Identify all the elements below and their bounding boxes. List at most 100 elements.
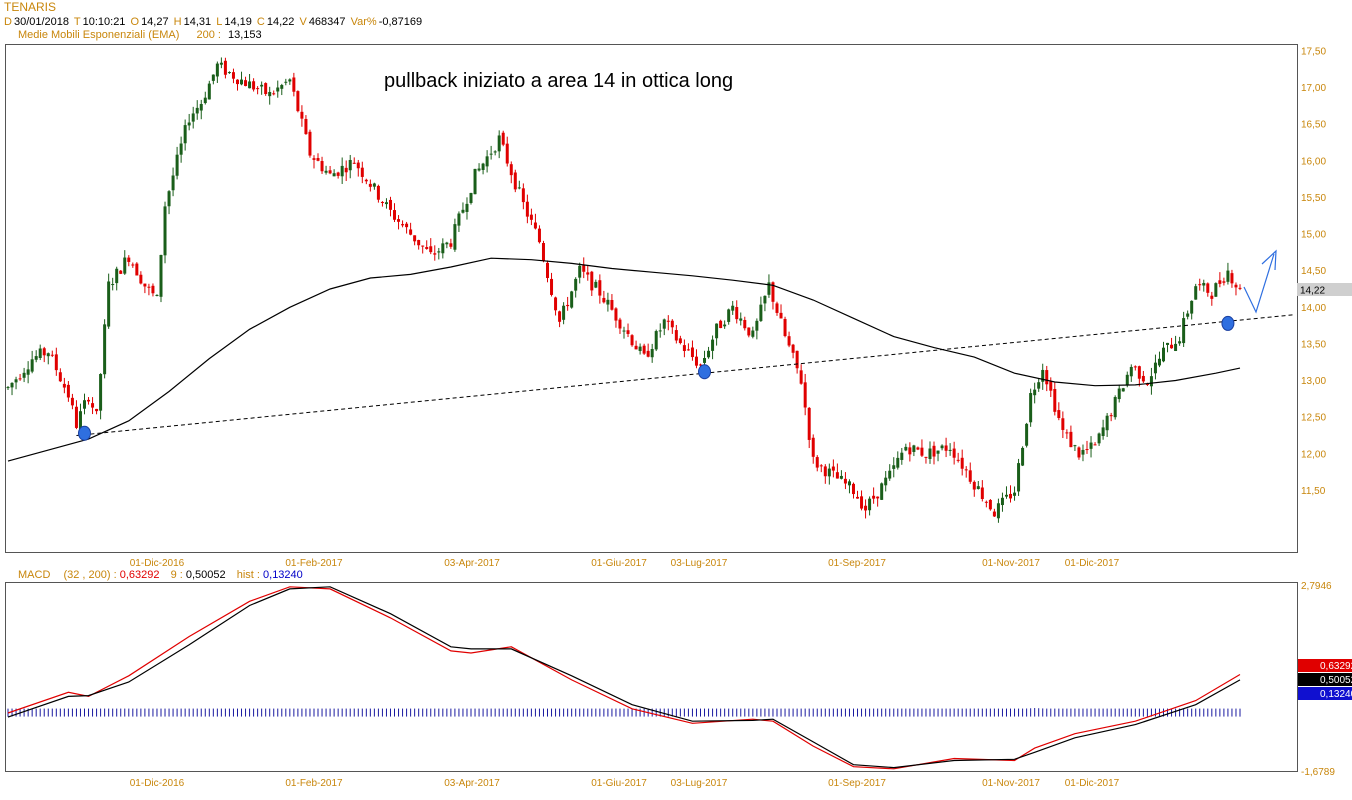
candle-body — [747, 327, 751, 336]
signal-period: 9 — [170, 569, 177, 581]
candle-body — [630, 335, 634, 346]
candle-body — [421, 245, 425, 247]
candle-body — [703, 358, 707, 363]
candle-body — [847, 481, 851, 486]
candle-body — [956, 459, 960, 461]
candle-body — [171, 175, 175, 191]
candle-body — [614, 308, 618, 321]
candle-body — [686, 349, 690, 351]
ema-sep: : — [217, 29, 221, 41]
candle-body — [155, 294, 159, 296]
candle-body — [393, 210, 397, 220]
candle-body — [352, 162, 356, 164]
candle-body — [948, 449, 952, 451]
candle-body — [207, 83, 211, 100]
candle-body — [1238, 287, 1242, 289]
candle-body — [159, 254, 163, 297]
candle-body — [1061, 418, 1065, 430]
candle-body — [541, 242, 545, 261]
candle-body — [964, 469, 968, 471]
candle-body — [980, 487, 984, 499]
macd-x-tick: 03-Lug-2017 — [671, 778, 728, 789]
touch-marker — [77, 425, 91, 441]
candle-body — [397, 219, 401, 222]
candle-body — [316, 158, 320, 161]
candle-body — [1077, 447, 1081, 458]
candle-body — [1049, 381, 1053, 391]
candle-body — [590, 271, 594, 291]
candle-body — [1166, 342, 1170, 345]
candle-body — [38, 348, 42, 359]
candle-body — [54, 354, 58, 371]
open-value: 14,27 — [141, 16, 169, 28]
price-x-tick: 01-Giu-2017 — [591, 558, 647, 569]
candle-body — [284, 81, 288, 83]
candle-body — [1000, 497, 1004, 506]
candle-body — [219, 62, 223, 65]
macd-x-tick: 01-Sep-2017 — [828, 778, 886, 789]
candle-body — [433, 253, 437, 255]
signal-value: 0,50052 — [185, 569, 226, 581]
candle-body — [1121, 388, 1125, 392]
candle-body — [550, 278, 554, 295]
candle-body — [1234, 284, 1238, 288]
chart-annotation: pullback iniziato a area 14 in ottica lo… — [384, 70, 733, 92]
candle-body — [26, 369, 30, 375]
candle-body — [1182, 318, 1186, 344]
candle-body — [1157, 358, 1161, 366]
candle-body — [42, 348, 46, 356]
candle-body — [1149, 376, 1153, 387]
ema-legend: Medie Mobili Esponenziali (EMA) 200 : 13… — [18, 29, 262, 41]
candle-body — [231, 72, 235, 79]
candle-body — [1109, 415, 1113, 417]
candle-body — [916, 447, 920, 450]
date-label: D — [4, 16, 12, 28]
candle-body — [252, 81, 256, 90]
macd-params: (32 , 200) — [63, 569, 111, 581]
candle-body — [682, 345, 686, 351]
candle-body — [610, 299, 614, 310]
candle-body — [646, 350, 650, 357]
candle-body — [320, 161, 324, 172]
candle-body — [501, 132, 505, 145]
candle-body — [860, 496, 864, 509]
candle-body — [167, 191, 171, 207]
projection-arrow — [1243, 253, 1275, 314]
candle-body — [328, 170, 332, 174]
high-value: 14,31 — [183, 16, 212, 28]
candle-body — [78, 411, 82, 430]
candle-body — [666, 320, 670, 322]
macd-chart[interactable]: 01-Dic-2016 01-Feb-2017 03-Apr-2017 01-Giu-… — [0, 570, 1352, 800]
candle-body — [928, 448, 932, 459]
candle-body — [582, 265, 586, 272]
candle-body — [586, 272, 590, 275]
candle-body — [441, 243, 445, 254]
support-trendline — [76, 314, 1296, 436]
candle-body — [968, 470, 972, 482]
candle-body — [1190, 300, 1194, 314]
candle-body — [139, 274, 143, 284]
candle-body — [304, 118, 308, 135]
candle-body — [131, 264, 135, 266]
candle-body — [908, 447, 912, 455]
signal-line — [7, 586, 1241, 769]
macd-legend: MACD (32 , 200) : 0,63292 9 : 0,50052 hi… — [18, 569, 303, 581]
candle-body — [670, 320, 674, 328]
candle-body — [324, 170, 328, 173]
candle-body — [521, 188, 525, 203]
candle-body — [876, 496, 880, 499]
candle-body — [638, 346, 642, 351]
price-chart[interactable]: 17,50 17,00 16,50 16,00 15,50 15,00 14,50 14,00… — [0, 0, 1352, 570]
candle-body — [1202, 282, 1206, 286]
ema-value: 13,153 — [228, 29, 262, 41]
candle-body — [296, 91, 300, 112]
close-label: C — [256, 16, 265, 28]
candle-body — [199, 103, 203, 111]
candle-body — [719, 320, 723, 329]
candle-body — [91, 403, 95, 408]
candle-body — [1210, 295, 1214, 299]
candle-body — [58, 372, 62, 382]
candle-body — [767, 282, 771, 295]
ema-200-line — [7, 257, 1241, 462]
candle-body — [211, 74, 215, 81]
